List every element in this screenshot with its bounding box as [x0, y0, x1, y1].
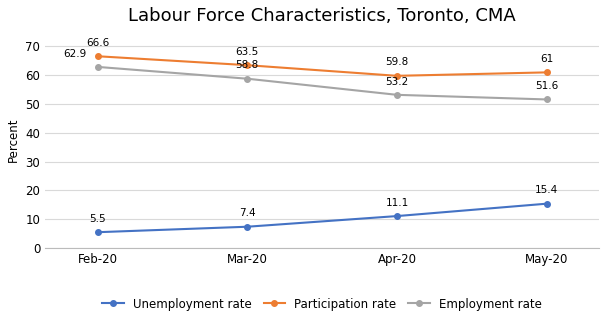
Y-axis label: Percent: Percent [7, 118, 20, 162]
Employment rate [393, 93, 401, 97]
Participation rate [543, 71, 550, 74]
Title: Labour Force Characteristics, Toronto, CMA: Labour Force Characteristics, Toronto, C… [128, 7, 516, 25]
Line: Employment rate: Employment rate [95, 64, 550, 102]
Text: 61: 61 [540, 54, 553, 64]
Text: 58.8: 58.8 [236, 60, 259, 70]
Unemployment rate [244, 225, 251, 229]
Employment rate [543, 98, 550, 101]
Line: Participation rate: Participation rate [95, 53, 550, 79]
Text: 59.8: 59.8 [385, 58, 408, 67]
Legend: Unemployment rate, Participation rate, Employment rate: Unemployment rate, Participation rate, E… [98, 293, 547, 315]
Text: 15.4: 15.4 [535, 185, 558, 195]
Unemployment rate [94, 230, 101, 234]
Employment rate [244, 77, 251, 81]
Employment rate [94, 65, 101, 69]
Text: 66.6: 66.6 [86, 38, 109, 48]
Text: 11.1: 11.1 [385, 198, 408, 208]
Participation rate [244, 63, 251, 67]
Text: 51.6: 51.6 [535, 81, 558, 91]
Participation rate [94, 54, 101, 58]
Text: 63.5: 63.5 [236, 47, 259, 57]
Text: 53.2: 53.2 [385, 77, 408, 86]
Text: 7.4: 7.4 [239, 208, 256, 218]
Line: Unemployment rate: Unemployment rate [95, 201, 550, 235]
Unemployment rate [543, 202, 550, 206]
Text: 5.5: 5.5 [89, 214, 106, 224]
Text: 62.9: 62.9 [63, 49, 87, 59]
Unemployment rate [393, 214, 401, 218]
Participation rate [393, 74, 401, 78]
